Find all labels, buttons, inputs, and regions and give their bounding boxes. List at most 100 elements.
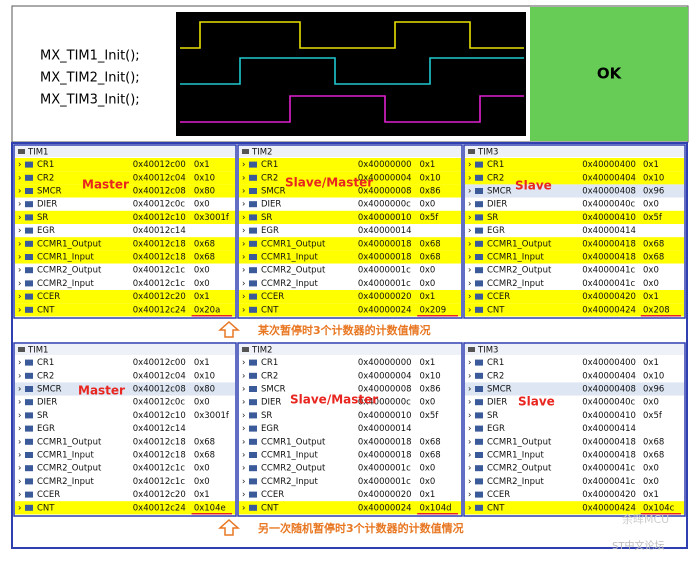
register-row xyxy=(15,408,235,422)
expand-arrow: › xyxy=(468,213,471,223)
register-address: 0x40012c1c xyxy=(133,266,186,276)
register-icon xyxy=(249,504,257,511)
expand-arrow: › xyxy=(468,358,471,368)
register-row xyxy=(239,501,461,515)
register-row xyxy=(15,290,235,304)
register-name: CR2 xyxy=(487,371,504,381)
register-icon xyxy=(249,240,257,247)
register-row xyxy=(465,224,684,238)
expand-arrow: › xyxy=(18,358,21,368)
role-label: Master xyxy=(82,178,129,192)
register-row xyxy=(465,263,684,277)
expand-arrow: › xyxy=(242,173,245,183)
register-icon xyxy=(475,254,483,260)
expand-arrow: › xyxy=(242,477,245,487)
register-value: 0x1 xyxy=(419,358,435,368)
register-name: DIER xyxy=(37,200,57,210)
register-row xyxy=(465,501,684,515)
register-row xyxy=(239,290,461,304)
register-row xyxy=(239,448,461,462)
caption: 另一次随机暂停时3个计数器的计数值情况 xyxy=(258,521,464,535)
register-address: 0x40000404 xyxy=(582,371,636,381)
watermark: ST中文论坛 xyxy=(612,539,664,552)
register-value: 0x1 xyxy=(643,358,659,368)
register-icon xyxy=(249,227,257,234)
role-label: Slave/Master xyxy=(285,176,373,190)
expand-arrow: › xyxy=(242,424,245,434)
register-value: 0x10 xyxy=(419,173,440,183)
icon xyxy=(18,347,25,352)
register-name: CCMR2_Input xyxy=(261,279,318,289)
expand-arrow: › xyxy=(242,305,245,315)
expand-arrow: › xyxy=(18,371,21,381)
watermark: 余晖MCU xyxy=(622,512,669,526)
register-address: 0x40000410 xyxy=(582,213,636,223)
register-address: 0x40000418 xyxy=(582,437,636,447)
register-value: 0x68 xyxy=(643,437,664,447)
register-icon xyxy=(25,214,33,221)
register-value: 0x1 xyxy=(643,490,659,500)
register-value: 0x96 xyxy=(643,187,664,197)
register-row xyxy=(239,435,461,449)
register-address: 0x4000041c xyxy=(582,266,635,276)
expand-arrow: › xyxy=(18,266,21,276)
expand-arrow: › xyxy=(18,464,21,474)
register-icon xyxy=(25,201,33,208)
register-row xyxy=(239,250,461,264)
expand-arrow: › xyxy=(468,253,471,263)
register-name: CR1 xyxy=(261,358,278,368)
register-value: 0x0 xyxy=(643,464,659,474)
register-value: 0x1 xyxy=(643,292,659,302)
register-name: CCMR1_Output xyxy=(261,239,326,249)
register-icon xyxy=(25,267,33,274)
register-name: SMCR xyxy=(37,187,62,197)
register-name: CR1 xyxy=(261,160,278,170)
register-name: CR1 xyxy=(487,358,504,368)
register-value: 0x209 xyxy=(419,305,446,315)
register-name: CCMR1_Output xyxy=(487,239,552,249)
register-name: SMCR xyxy=(37,385,62,395)
register-address: 0x40000400 xyxy=(582,160,636,170)
expand-arrow: › xyxy=(242,160,245,170)
register-address: 0x4000041c xyxy=(582,279,635,289)
expand-arrow: › xyxy=(468,371,471,381)
register-row xyxy=(239,276,461,290)
expand-arrow: › xyxy=(18,200,21,210)
register-row xyxy=(239,171,461,185)
register-row xyxy=(239,303,461,317)
register-value: 0x0 xyxy=(643,279,659,289)
register-value: 0x208 xyxy=(643,305,670,315)
register-name: CR2 xyxy=(261,371,278,381)
register-icon xyxy=(25,438,33,445)
expand-arrow: › xyxy=(468,266,471,276)
register-row xyxy=(465,461,684,475)
register-row xyxy=(465,382,684,396)
register-row xyxy=(465,422,684,436)
register-address: 0x40012c14 xyxy=(133,226,186,236)
register-name: CCER xyxy=(261,292,284,302)
register-name: CCMR2_Input xyxy=(487,279,544,289)
expand-arrow: › xyxy=(468,424,471,434)
register-address: 0x4000000c xyxy=(358,398,411,408)
register-address: 0x40000404 xyxy=(582,173,636,183)
register-icon xyxy=(25,293,33,300)
register-row xyxy=(239,210,461,224)
expand-arrow: › xyxy=(468,305,471,315)
role-label: Slave/Master xyxy=(290,393,378,407)
expand-arrow: › xyxy=(468,187,471,197)
register-address: 0x40012c10 xyxy=(133,213,186,223)
panel-title: TIM2 xyxy=(251,346,272,356)
register-icon xyxy=(25,399,33,406)
register-value: 0x68 xyxy=(643,451,664,461)
register-row xyxy=(15,197,235,211)
register-value: 0x10 xyxy=(194,371,215,381)
panel-title: TIM2 xyxy=(251,148,272,158)
register-row xyxy=(239,382,461,396)
register-address: 0x40012c18 xyxy=(133,239,186,249)
register-name: CCMR1_Output xyxy=(261,437,326,447)
register-icon xyxy=(249,412,257,419)
register-name: DIER xyxy=(487,200,507,210)
expand-arrow: › xyxy=(18,292,21,302)
register-name: SMCR xyxy=(487,385,512,395)
register-row xyxy=(15,435,235,449)
